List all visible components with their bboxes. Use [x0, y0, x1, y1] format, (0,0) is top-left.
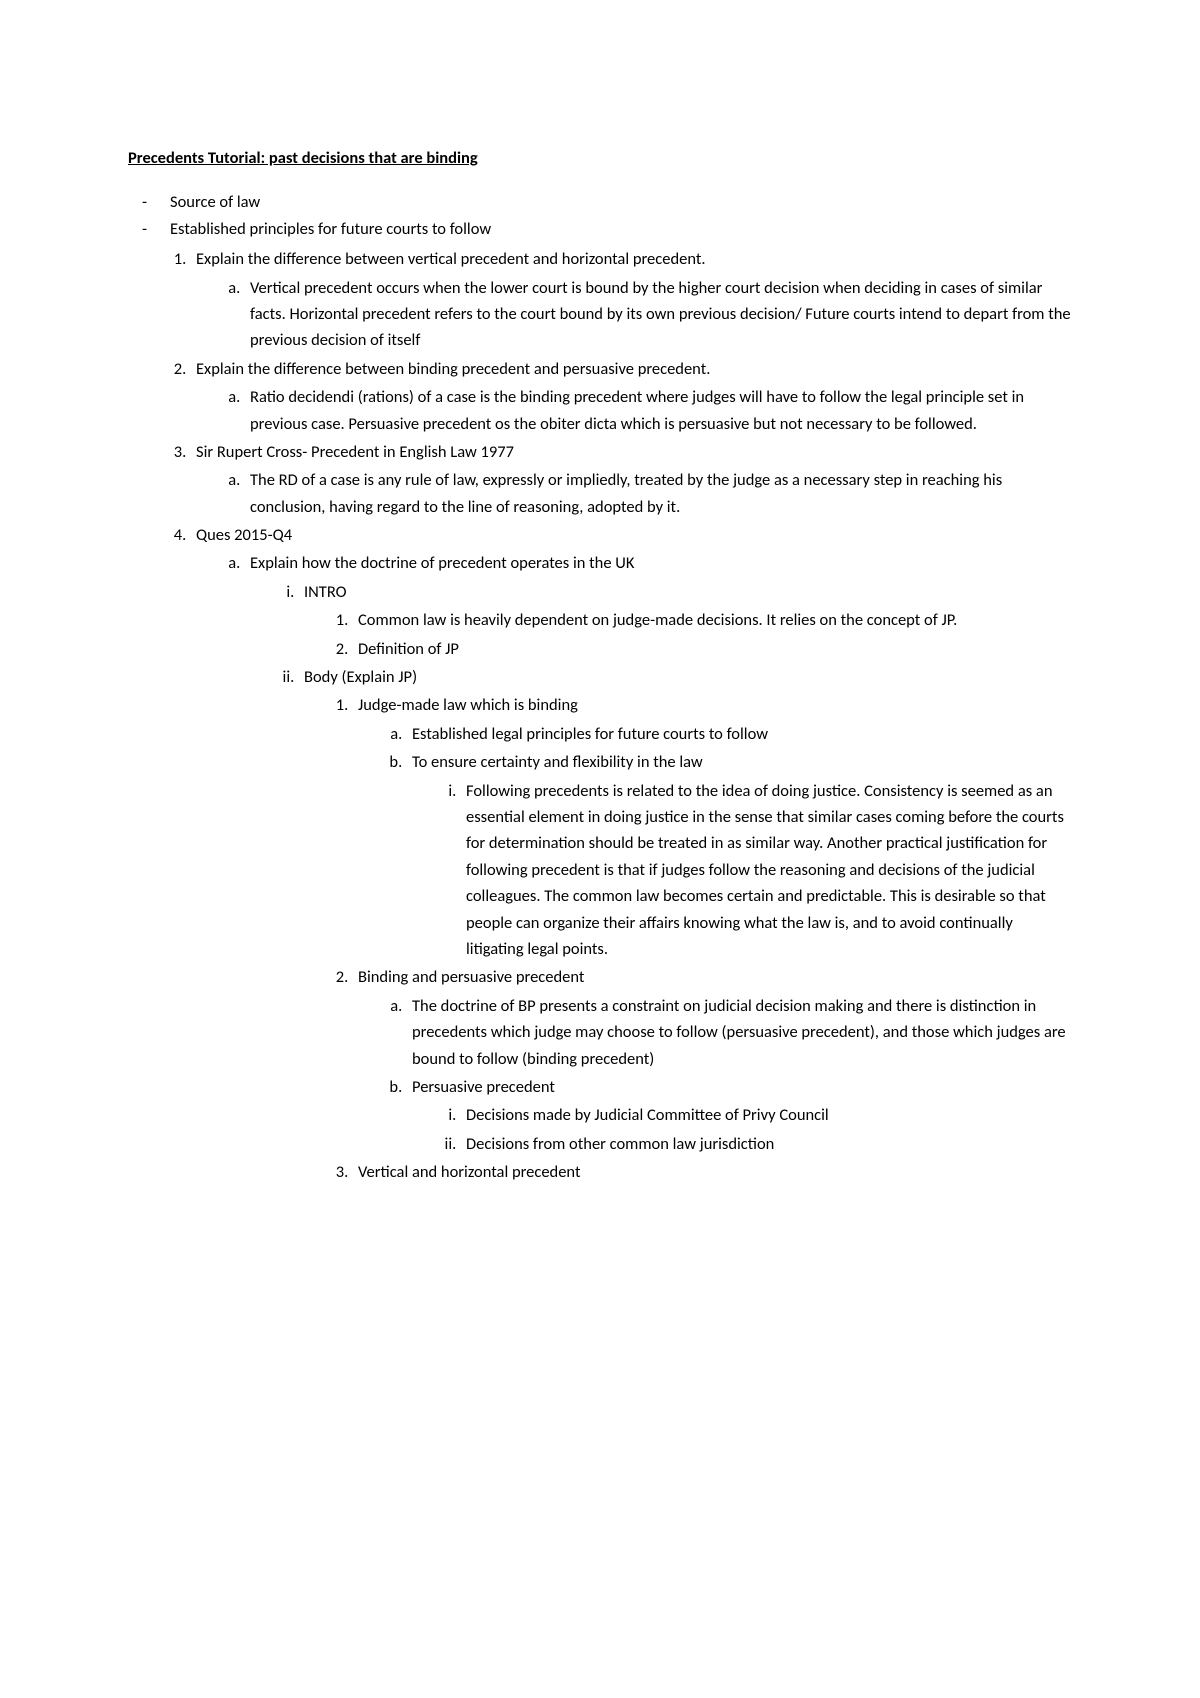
- sub-num-list: Common law is heavily dependent on judge…: [304, 607, 1072, 662]
- list-item: Binding and persuasive precedent The doc…: [352, 964, 1072, 1157]
- list-item: Persuasive precedent Decisions made by J…: [406, 1074, 1072, 1157]
- list-item: Ratio decidendi (rations) of a case is t…: [244, 384, 1072, 437]
- item-text: Explain the difference between binding p…: [196, 359, 710, 379]
- sub-alpha-list: The doctrine of BP presents a constraint…: [358, 993, 1072, 1157]
- list-item: Source of law: [170, 189, 1072, 215]
- list-item: Sir Rupert Cross- Precedent in English L…: [190, 439, 1072, 520]
- item-text: Explain the difference between vertical …: [196, 249, 706, 269]
- list-item: The RD of a case is any rule of law, exp…: [244, 467, 1072, 520]
- item-text: Body (Explain JP): [304, 667, 417, 687]
- list-item: Decisions made by Judicial Committee of …: [460, 1102, 1072, 1128]
- intro-dash-list: Source of law Established principles for…: [128, 189, 1072, 242]
- sub-alpha-list: Vertical precedent occurs when the lower…: [196, 275, 1072, 354]
- sub-alpha-list: Ratio decidendi (rations) of a case is t…: [196, 384, 1072, 437]
- list-item: Explain how the doctrine of precedent op…: [244, 550, 1072, 1185]
- sub-roman-list: Following precedents is related to the i…: [412, 778, 1072, 963]
- list-item: Following precedents is related to the i…: [460, 778, 1072, 963]
- list-item: Common law is heavily dependent on judge…: [352, 607, 1072, 633]
- list-item: Definition of JP: [352, 636, 1072, 662]
- sub-roman-list: INTRO Common law is heavily dependent on…: [250, 579, 1072, 1186]
- sub-alpha-list: The RD of a case is any rule of law, exp…: [196, 467, 1072, 520]
- list-item: To ensure certainty and flexibility in t…: [406, 749, 1072, 962]
- sub-alpha-list: Established legal principles for future …: [358, 721, 1072, 963]
- list-item: Ques 2015-Q4 Explain how the doctrine of…: [190, 522, 1072, 1185]
- list-item: Vertical precedent occurs when the lower…: [244, 275, 1072, 354]
- list-item: Established legal principles for future …: [406, 721, 1072, 747]
- list-item: Explain the difference between vertical …: [190, 246, 1072, 354]
- sub-roman-list: Decisions made by Judicial Committee of …: [412, 1102, 1072, 1157]
- sub-alpha-list: Explain how the doctrine of precedent op…: [196, 550, 1072, 1185]
- list-item: Body (Explain JP) Judge-made law which i…: [298, 664, 1072, 1185]
- list-item: INTRO Common law is heavily dependent on…: [298, 579, 1072, 662]
- item-text: Ques 2015-Q4: [196, 525, 292, 545]
- sub-num-list: Judge-made law which is binding Establis…: [304, 692, 1072, 1185]
- main-numbered-list: Explain the difference between vertical …: [128, 246, 1072, 1185]
- list-item: Decisions from other common law jurisdic…: [460, 1131, 1072, 1157]
- item-text: To ensure certainty and flexibility in t…: [412, 752, 703, 772]
- item-text: Sir Rupert Cross- Precedent in English L…: [196, 442, 514, 462]
- document-page: Precedents Tutorial: past decisions that…: [0, 0, 1200, 1698]
- list-item: Established principles for future courts…: [170, 216, 1072, 242]
- item-text: Explain how the doctrine of precedent op…: [250, 553, 634, 573]
- list-item: Vertical and horizontal precedent: [352, 1159, 1072, 1185]
- item-text: INTRO: [304, 582, 347, 602]
- list-item: Judge-made law which is binding Establis…: [352, 692, 1072, 962]
- page-title: Precedents Tutorial: past decisions that…: [128, 145, 1072, 171]
- item-text: Judge-made law which is binding: [358, 695, 578, 715]
- item-text: Binding and persuasive precedent: [358, 967, 584, 987]
- list-item: The doctrine of BP presents a constraint…: [406, 993, 1072, 1072]
- item-text: Persuasive precedent: [412, 1077, 555, 1097]
- list-item: Explain the difference between binding p…: [190, 356, 1072, 437]
